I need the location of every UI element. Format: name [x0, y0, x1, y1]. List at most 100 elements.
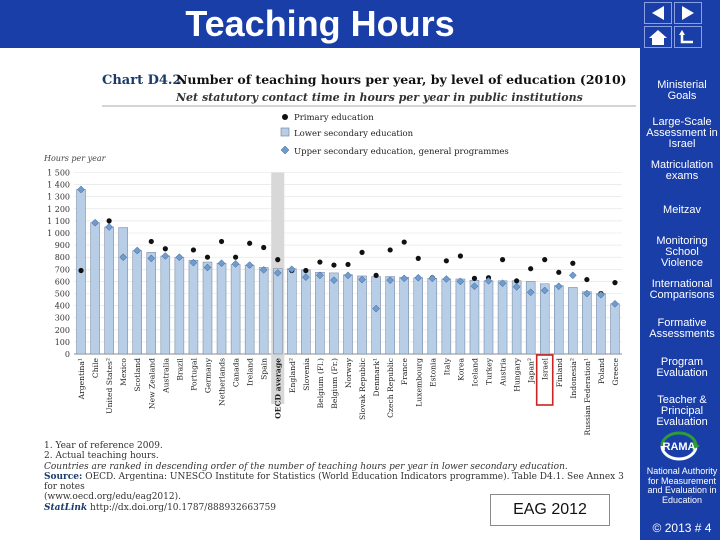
point-primary[interactable] — [499, 257, 506, 263]
bar-lower-secondary[interactable] — [146, 252, 157, 355]
bar-lower-secondary[interactable] — [385, 276, 395, 355]
home-button[interactable] — [644, 26, 672, 48]
point-upper-secondary[interactable] — [133, 246, 142, 255]
point-upper-secondary[interactable] — [583, 289, 591, 298]
point-upper-secondary[interactable] — [330, 276, 338, 285]
bar-lower-secondary[interactable] — [568, 287, 578, 355]
point-primary[interactable] — [218, 238, 225, 245]
point-upper-secondary[interactable] — [203, 263, 212, 272]
bar-lower-secondary[interactable] — [525, 281, 536, 355]
previous-slide-button[interactable] — [644, 2, 672, 24]
bar-lower-secondary[interactable] — [441, 278, 452, 355]
point-upper-secondary[interactable] — [189, 258, 198, 267]
point-upper-secondary[interactable] — [301, 273, 310, 282]
bar-lower-secondary[interactable] — [272, 268, 283, 355]
return-button[interactable] — [674, 26, 702, 48]
point-upper-secondary[interactable] — [273, 269, 282, 277]
bar-lower-secondary[interactable] — [160, 255, 171, 355]
bar-lower-secondary[interactable] — [511, 280, 522, 355]
point-primary[interactable] — [514, 278, 520, 284]
point-primary[interactable] — [162, 246, 168, 252]
point-upper-secondary[interactable] — [414, 273, 423, 282]
point-upper-secondary[interactable] — [119, 253, 128, 262]
point-upper-secondary[interactable] — [442, 275, 451, 283]
point-upper-secondary[interactable] — [77, 185, 85, 194]
bar-lower-secondary[interactable] — [427, 278, 438, 355]
point-upper-secondary[interactable] — [526, 288, 535, 297]
point-primary[interactable] — [247, 240, 253, 246]
bar-lower-secondary[interactable] — [610, 303, 620, 355]
point-upper-secondary[interactable] — [568, 271, 577, 280]
point-primary[interactable] — [331, 262, 337, 268]
bar-lower-secondary[interactable] — [132, 250, 142, 355]
point-upper-secondary[interactable] — [540, 286, 549, 295]
bar-lower-secondary[interactable] — [582, 291, 592, 355]
point-upper-secondary[interactable] — [554, 282, 563, 291]
point-upper-secondary[interactable] — [245, 261, 254, 269]
point-upper-secondary[interactable] — [498, 279, 507, 288]
sidebar-item-program-evaluation[interactable]: Program Evaluation — [656, 356, 708, 379]
point-primary[interactable] — [584, 276, 590, 283]
sidebar-item-teacher-principal-evaluation[interactable]: Teacher & Principal Evaluation — [656, 394, 708, 428]
point-primary[interactable] — [345, 261, 351, 268]
point-upper-secondary[interactable] — [105, 223, 113, 231]
point-primary[interactable] — [556, 269, 562, 275]
bar-lower-secondary[interactable] — [343, 274, 353, 355]
sidebar-item-ministerial-goals[interactable]: Ministerial Goals — [657, 79, 707, 102]
point-primary[interactable] — [106, 218, 112, 224]
point-primary[interactable] — [471, 275, 478, 281]
point-primary[interactable] — [303, 267, 309, 274]
bar-lower-secondary[interactable] — [104, 226, 114, 355]
sidebar-item-international-comparisons[interactable]: International Comparisons — [649, 278, 715, 301]
bar-lower-secondary[interactable] — [90, 222, 100, 355]
point-primary[interactable] — [570, 260, 576, 266]
bar-lower-secondary[interactable] — [357, 275, 367, 355]
bar-lower-secondary[interactable] — [469, 279, 480, 355]
point-primary[interactable] — [415, 255, 421, 262]
point-primary[interactable] — [204, 254, 211, 260]
next-slide-button[interactable] — [674, 2, 702, 24]
point-primary[interactable] — [148, 238, 154, 245]
point-upper-secondary[interactable] — [372, 304, 380, 313]
bar-lower-secondary[interactable] — [216, 263, 227, 355]
point-primary[interactable] — [387, 247, 393, 253]
point-upper-secondary[interactable] — [484, 276, 493, 285]
point-upper-secondary[interactable] — [259, 266, 268, 274]
point-primary[interactable] — [542, 257, 548, 263]
point-upper-secondary[interactable] — [611, 299, 619, 308]
bar-lower-secondary[interactable] — [258, 267, 269, 355]
bar-lower-secondary[interactable] — [329, 272, 339, 355]
sidebar-item-formative-assessments[interactable]: Formative Assessments — [649, 317, 715, 340]
bar-lower-secondary[interactable] — [301, 269, 311, 355]
sidebar-item-large-scale-assessment[interactable]: Large-Scale Assessment in Israel — [646, 116, 718, 150]
bar-lower-secondary[interactable] — [399, 276, 409, 355]
bar-lower-secondary[interactable] — [202, 261, 213, 355]
bar-lower-secondary[interactable] — [188, 259, 199, 355]
point-primary[interactable] — [261, 244, 267, 251]
source-url[interactable]: (www.oecd.org/edu/eag2012). — [44, 492, 181, 503]
point-upper-secondary[interactable] — [147, 254, 156, 263]
sidebar-item-monitoring-school-violence[interactable]: Monitoring School Violence — [656, 235, 708, 269]
point-upper-secondary[interactable] — [91, 218, 99, 227]
point-primary[interactable] — [317, 259, 323, 265]
bar-lower-secondary[interactable] — [118, 227, 128, 355]
bar-lower-secondary[interactable] — [315, 272, 325, 355]
point-upper-secondary[interactable] — [161, 252, 170, 260]
sidebar-item-meitzav[interactable]: Meitzav — [663, 204, 701, 216]
point-upper-secondary[interactable] — [316, 271, 324, 280]
point-primary[interactable] — [232, 254, 239, 260]
point-upper-secondary[interactable] — [428, 274, 437, 283]
point-primary[interactable] — [612, 280, 618, 286]
point-primary[interactable] — [359, 249, 365, 255]
bar-lower-secondary[interactable] — [371, 276, 381, 355]
point-upper-secondary[interactable] — [287, 265, 296, 274]
bar-lower-secondary[interactable] — [539, 283, 550, 355]
point-upper-secondary[interactable] — [217, 259, 226, 268]
point-primary[interactable] — [528, 266, 534, 272]
bar-lower-secondary[interactable] — [413, 277, 424, 355]
point-primary[interactable] — [78, 267, 84, 274]
point-upper-secondary[interactable] — [512, 282, 521, 291]
point-primary[interactable] — [190, 247, 197, 253]
bar-lower-secondary[interactable] — [230, 264, 241, 355]
point-primary[interactable] — [373, 272, 379, 278]
